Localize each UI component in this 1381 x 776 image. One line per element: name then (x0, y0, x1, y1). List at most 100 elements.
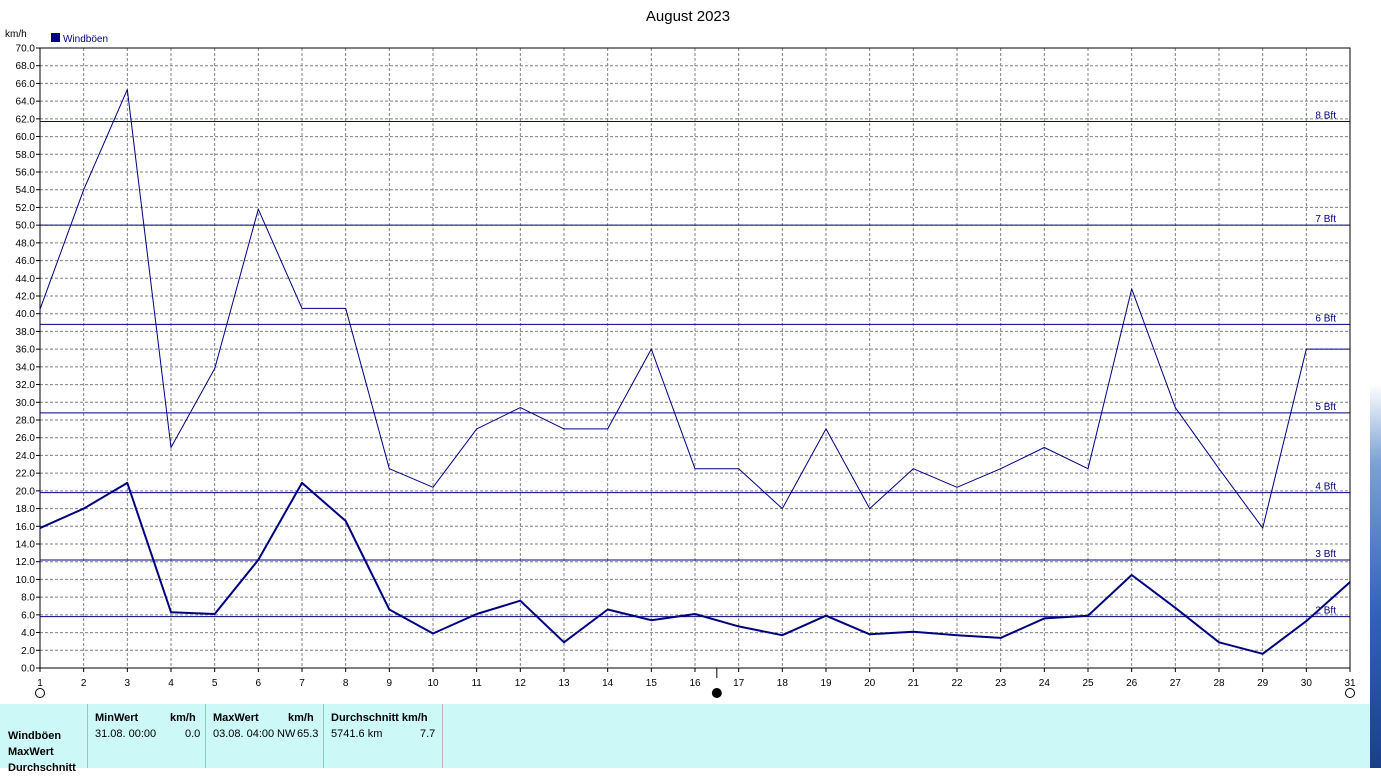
y-tick-label: 36.0 (16, 345, 36, 356)
plot-frame (39, 47, 1351, 669)
min-unit: km/h (170, 712, 196, 724)
x-tick-label: 5 (212, 678, 218, 689)
x-tick-label: 12 (515, 678, 527, 689)
beaufort-label: 4 Bft (1315, 482, 1336, 493)
x-tick-label: 26 (1126, 678, 1138, 689)
y-tick-label: 28.0 (16, 416, 36, 427)
y-tick-label: 26.0 (16, 433, 36, 444)
y-tick-label: 66.0 (16, 79, 36, 90)
x-tick-label: 23 (995, 678, 1007, 689)
y-tick-label: 48.0 (16, 238, 36, 249)
full-moon-icon (35, 688, 45, 698)
x-tick-label: 9 (387, 678, 393, 689)
x-tick-label: 19 (820, 678, 832, 689)
moon-phase-markers (35, 668, 1355, 698)
x-tick-label: 10 (427, 678, 439, 689)
x-tick-label: 4 (168, 678, 174, 689)
x-tick-label: 6 (256, 678, 262, 689)
y-tick-label: 64.0 (16, 97, 36, 108)
grid-lines (40, 48, 1350, 668)
avg-distance: 5741.6 km (331, 728, 383, 740)
x-tick-label: 22 (951, 678, 963, 689)
avg-header: Durchschnitt km/h (331, 712, 428, 724)
y-axis-label: km/h (5, 29, 27, 40)
max-value: 65.3 (297, 728, 319, 740)
min-value: 0.0 (185, 728, 201, 740)
y-tick-label: 12.0 (16, 557, 36, 568)
x-tick-label: 16 (689, 678, 701, 689)
series-line-maxwert (39, 89, 1350, 529)
y-tick-label: 60.0 (16, 132, 36, 143)
legend-label: Windböen (63, 34, 108, 45)
x-tick-label: 17 (733, 678, 745, 689)
chart-title: August 2023 (646, 8, 730, 25)
max-header: MaxWert (213, 712, 259, 724)
y-tick-label: 0.0 (21, 664, 35, 675)
y-tick-label: 32.0 (16, 380, 36, 391)
legend-swatch (51, 33, 60, 42)
y-tick-label: 2.0 (21, 646, 35, 657)
avg-value: 7.7 (420, 728, 436, 740)
row-label-durchschnitt: Durchschnitt (8, 762, 76, 774)
row-label-maxwert: MaxWert (8, 746, 54, 758)
y-tick-label: 6.0 (21, 610, 35, 621)
x-tick-label: 30 (1301, 678, 1313, 689)
x-tick-label: 14 (602, 678, 614, 689)
y-tick-label: 62.0 (16, 114, 36, 125)
x-tick-label: 31 (1344, 678, 1356, 689)
beaufort-label: 2 Bft (1315, 606, 1336, 617)
y-tick-label: 8.0 (21, 593, 35, 604)
y-tick-label: 10.0 (16, 575, 36, 586)
x-tick-label: 13 (558, 678, 570, 689)
row-label-windboeen: Windböen (8, 730, 62, 742)
y-tick-label: 52.0 (16, 203, 36, 214)
x-tick-label: 24 (1039, 678, 1051, 689)
x-tick-label: 27 (1170, 678, 1182, 689)
y-tick-label: 4.0 (21, 628, 35, 639)
beaufort-reference-lines: 2 Bft 3 Bft 4 Bft 5 Bft 6 Bft 7 Bft 8 Bft (40, 111, 1350, 618)
max-block: MaxWert km/h 03.08. 04:00 NW 65.3 (205, 704, 324, 768)
max-unit: km/h (288, 712, 314, 724)
y-tick-label: 68.0 (16, 61, 36, 72)
y-tick-label: 46.0 (16, 256, 36, 267)
y-tick-label: 20.0 (16, 486, 36, 497)
min-date: 31.08. 00:00 (95, 728, 157, 740)
x-tick-label: 1 (37, 678, 43, 689)
y-tick-label: 44.0 (16, 274, 36, 285)
beaufort-label: 5 Bft (1315, 402, 1336, 413)
min-header: MinWert (95, 712, 139, 724)
x-tick-label: 29 (1257, 678, 1269, 689)
y-tick-label: 40.0 (16, 309, 36, 320)
y-tick-label: 50.0 (16, 221, 36, 232)
stats-panel: Windböen MaxWert Durchschnitt MinWert km… (0, 704, 1381, 774)
x-tick-label: 28 (1213, 678, 1225, 689)
series-line-windboeen (39, 481, 1351, 655)
y-tick-label: 30.0 (16, 398, 36, 409)
y-tick-label: 58.0 (16, 150, 36, 161)
x-tick-label: 2 (81, 678, 87, 689)
x-tick-label: 7 (299, 678, 305, 689)
x-tick-label: 8 (343, 678, 349, 689)
beaufort-label: 7 Bft (1315, 214, 1336, 225)
x-tick-label: 20 (864, 678, 876, 689)
y-tick-label: 34.0 (16, 362, 36, 373)
chart-canvas: August 2023 km/h Windböen 2 Bft 3 Bft 4 Bf… (5, 8, 1356, 698)
stats-row-labels: Windböen MaxWert Durchschnitt (8, 728, 76, 776)
series-group (39, 89, 1351, 655)
max-date: 03.08. 04:00 (213, 728, 275, 740)
x-tick-label: 11 (471, 678, 482, 689)
axes: 0.0 2.0 4.0 6.0 8.0 10.0 12.0 14.0 16.0 18.0 20.0 2… (16, 44, 1356, 690)
max-direction: NW (277, 728, 296, 740)
y-tick-label: 38.0 (16, 327, 36, 338)
y-tick-label: 14.0 (16, 540, 36, 551)
x-tick-label: 25 (1082, 678, 1094, 689)
new-moon-icon (711, 688, 722, 698)
y-tick-label: 24.0 (16, 451, 36, 462)
y-tick-label: 18.0 (16, 504, 36, 515)
avg-block: Durchschnitt km/h 5741.6 km 7.7 (323, 704, 443, 768)
window-edge-strip (1370, 0, 1381, 768)
beaufort-label: 6 Bft (1315, 313, 1336, 324)
y-tick-label: 22.0 (16, 469, 36, 480)
x-tick-label: 3 (125, 678, 131, 689)
y-tick-label: 56.0 (16, 168, 36, 179)
